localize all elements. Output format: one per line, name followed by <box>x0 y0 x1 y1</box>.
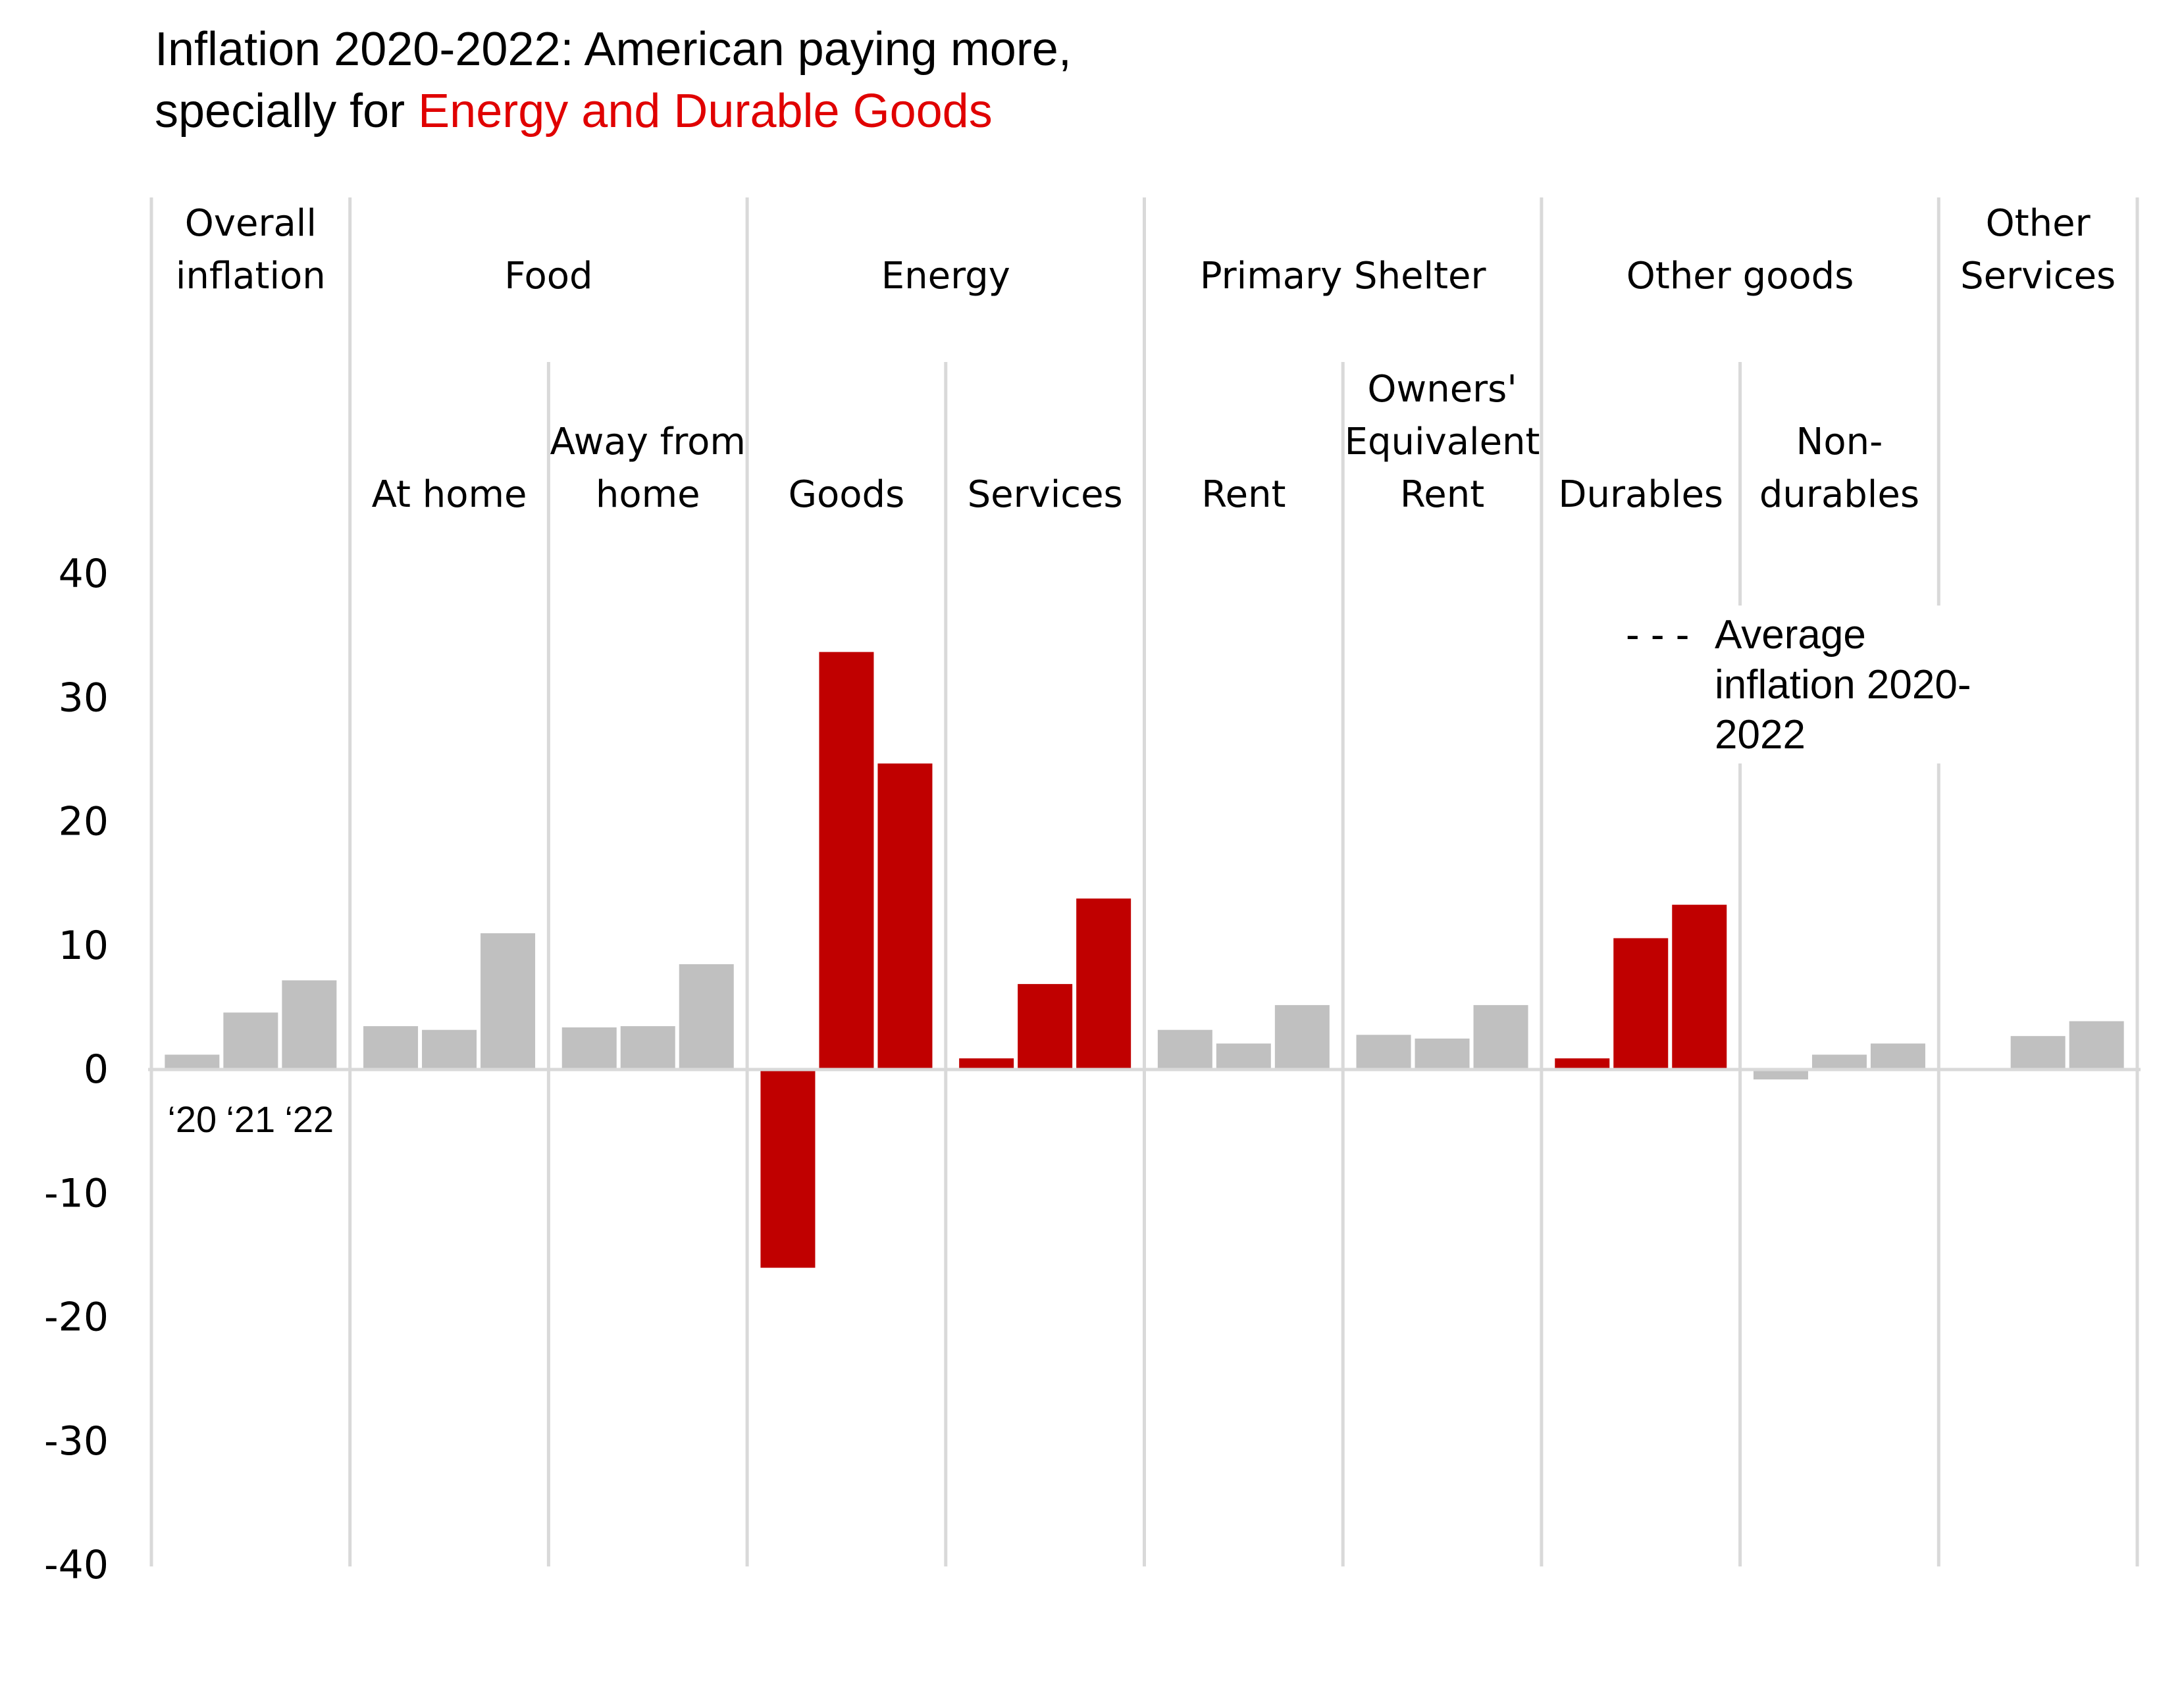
group-label: Energy <box>881 255 1010 297</box>
category-label: Rent <box>1400 473 1484 516</box>
title-line-1: Inflation 2020-2022: American paying mor… <box>155 23 1072 76</box>
legend-label: 2022 <box>1715 712 1806 758</box>
group-label: inflation <box>176 255 326 297</box>
category-label: home <box>596 473 700 516</box>
bar <box>1613 938 1669 1070</box>
bar <box>1753 1070 1808 1080</box>
category-label: Equivalent <box>1345 421 1540 463</box>
y-tick-label: -20 <box>44 1295 109 1341</box>
bar <box>363 1026 419 1070</box>
bar <box>2010 1036 2066 1070</box>
y-tick-label: 20 <box>59 799 109 845</box>
bars <box>165 652 2124 1268</box>
bar <box>1555 1058 1610 1070</box>
legend-label: Average <box>1715 612 1866 658</box>
labels: 40 30 20 10 0 -10 -20 -30 -40 Overall inflation Foo… <box>44 202 2116 1588</box>
category-label: Non- <box>1796 421 1883 463</box>
category-label: Away from <box>550 421 746 463</box>
y-tick-label: -10 <box>44 1170 109 1216</box>
bar <box>282 980 337 1070</box>
year-label: ‘20 <box>167 1098 217 1140</box>
category-label: durables <box>1759 473 1919 516</box>
gridlines <box>149 197 2139 1566</box>
bar <box>959 1058 1014 1070</box>
bar <box>1870 1043 1925 1070</box>
bar <box>1811 1054 1867 1070</box>
bar <box>1356 1035 1411 1070</box>
y-tick-label: 30 <box>59 675 109 721</box>
bar <box>1157 1029 1212 1070</box>
title-highlight: Energy and Durable Goods <box>418 85 993 138</box>
bar <box>2069 1021 2124 1070</box>
bar <box>1274 1005 1330 1070</box>
bar <box>422 1029 477 1070</box>
bar <box>223 1012 278 1070</box>
category-label: Durables <box>1558 473 1723 516</box>
year-label: ‘22 <box>284 1098 334 1140</box>
y-tick-label: 40 <box>59 551 109 597</box>
category-label: Goods <box>789 473 905 516</box>
legend-label: inflation 2020- <box>1715 662 1971 708</box>
bar <box>877 763 933 1070</box>
group-label: Services <box>1960 255 2116 297</box>
legend-background <box>1606 606 1988 763</box>
bar <box>1415 1038 1470 1070</box>
category-label: Services <box>968 473 1123 516</box>
group-label: Primary Shelter <box>1200 255 1487 297</box>
legend-symbol: - - - <box>1626 612 1689 658</box>
year-label: ‘21 <box>226 1098 275 1140</box>
bar <box>760 1070 816 1268</box>
title-line-2: specially for Energy and Durable Goods <box>155 80 1072 142</box>
category-label: Owners' <box>1367 368 1517 411</box>
bar <box>561 1027 617 1070</box>
bar <box>481 933 536 1070</box>
bar <box>1018 984 1073 1070</box>
bar <box>1216 1043 1271 1070</box>
chart-title: Inflation 2020-2022: American paying mor… <box>155 18 1072 142</box>
category-label: Rent <box>1201 473 1286 516</box>
bar <box>679 964 734 1070</box>
title-line-2-prefix: specially for <box>155 85 419 138</box>
group-label: Other <box>1986 202 2091 245</box>
y-tick-label: 0 <box>84 1046 109 1093</box>
group-label: Food <box>504 255 592 297</box>
bar <box>1076 898 1131 1070</box>
bar <box>1672 904 1727 1070</box>
category-label: At home <box>372 473 527 516</box>
y-tick-label: -30 <box>44 1418 109 1464</box>
y-tick-label: -40 <box>44 1542 109 1588</box>
group-label: Other goods <box>1626 255 1854 297</box>
bar <box>165 1054 220 1070</box>
bar <box>1473 1005 1528 1070</box>
bar <box>819 652 874 1070</box>
y-tick-label: 10 <box>59 923 109 969</box>
bar <box>620 1026 675 1070</box>
group-label: Overall <box>185 202 317 245</box>
